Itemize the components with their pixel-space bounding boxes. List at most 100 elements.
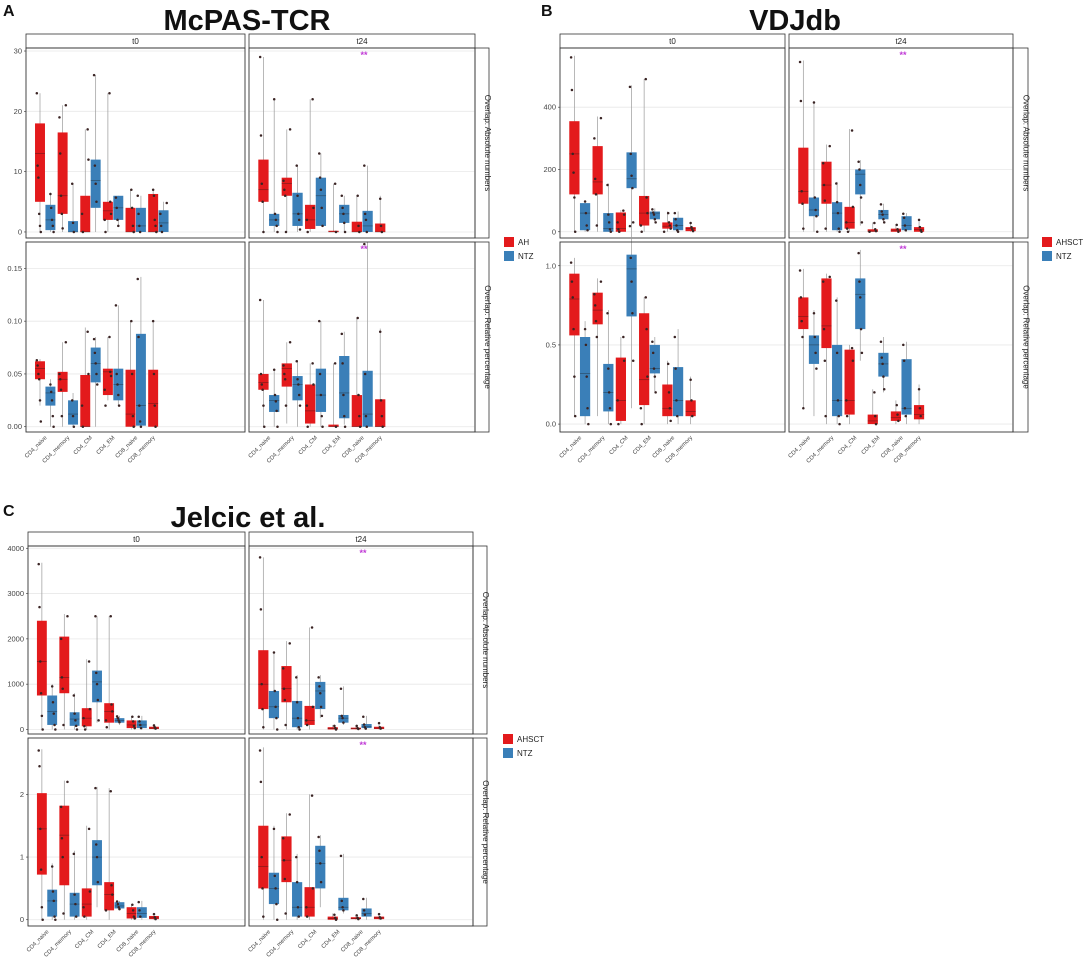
x-tick-label: CD4_CM	[297, 929, 318, 950]
data-point	[75, 728, 79, 731]
data-point	[37, 176, 40, 179]
box-body	[281, 836, 292, 883]
box-CD8_naive-red	[125, 188, 136, 234]
x-tick-label: CD4_CM	[837, 435, 858, 456]
data-point	[118, 720, 121, 724]
significance-marker: **	[899, 50, 907, 60]
data-point	[59, 637, 63, 641]
box-CD4_memory-red	[57, 341, 68, 427]
box-CD8_naive-blue	[136, 900, 147, 920]
y-tick-label: 0	[20, 725, 24, 734]
data-point	[38, 224, 42, 228]
data-point	[882, 388, 886, 391]
box-body	[351, 395, 362, 427]
data-point	[139, 425, 143, 428]
data-point	[117, 905, 120, 909]
data-point	[72, 694, 76, 697]
box-CD4_EM-red	[639, 77, 650, 234]
data-point	[654, 391, 657, 394]
data-point	[159, 224, 163, 228]
data-point	[132, 915, 136, 918]
data-point	[317, 676, 320, 679]
data-point	[364, 218, 368, 222]
data-point	[897, 419, 900, 423]
data-point	[260, 855, 263, 859]
box-CD8_naive-red	[126, 903, 137, 920]
data-point	[667, 221, 671, 224]
x-tick-label: CD4_EM	[861, 435, 882, 456]
data-point	[305, 723, 309, 727]
data-point	[358, 414, 361, 418]
box-body	[80, 195, 91, 232]
data-point	[59, 194, 63, 198]
data-point	[838, 422, 841, 426]
y-tick-label: 0.10	[7, 317, 22, 326]
data-point	[261, 887, 264, 890]
data-point	[72, 852, 76, 856]
data-point	[873, 221, 876, 225]
data-point	[333, 362, 337, 365]
data-point	[357, 224, 360, 228]
box-body	[615, 357, 626, 421]
data-point	[274, 400, 278, 403]
data-point	[298, 404, 302, 407]
box-CD8_memory-red	[375, 328, 386, 428]
data-point	[295, 880, 299, 884]
data-point	[117, 224, 120, 228]
data-point	[49, 192, 52, 196]
data-point	[41, 918, 44, 921]
data-point	[49, 206, 53, 210]
box-CD4_memory-red	[592, 116, 603, 232]
box-body	[579, 337, 591, 417]
facet-frame	[27, 545, 246, 735]
data-point	[110, 884, 113, 887]
panel-title: Jelcic et al.	[171, 502, 326, 534]
data-point	[362, 723, 366, 726]
box-CD8_memory-red	[149, 912, 159, 921]
box-CD4_naive-red	[258, 556, 269, 730]
box-body	[125, 207, 136, 232]
data-point	[275, 224, 278, 228]
box-body	[569, 273, 580, 336]
data-point	[691, 228, 694, 231]
data-point	[259, 780, 263, 784]
box-body	[821, 161, 832, 204]
data-point	[343, 414, 346, 418]
data-point	[109, 212, 113, 216]
data-point	[263, 425, 266, 428]
x-tick-label: CD4_naive	[788, 435, 813, 460]
data-point	[814, 351, 817, 355]
data-point	[60, 676, 64, 679]
y-tick-label: 2	[20, 790, 24, 799]
data-point	[850, 129, 854, 132]
data-point	[39, 868, 43, 871]
facet-frame	[248, 47, 476, 239]
data-point	[59, 388, 63, 392]
data-point	[72, 425, 76, 428]
data-point	[897, 230, 900, 234]
y-tick-label: 200	[543, 165, 556, 174]
box-body	[579, 203, 591, 231]
data-point	[53, 915, 56, 918]
data-point	[165, 201, 168, 205]
data-point	[139, 915, 142, 918]
box-CD4_memory-red	[57, 104, 68, 232]
data-point	[60, 837, 64, 840]
box-body	[351, 221, 362, 232]
data-point	[62, 912, 65, 915]
box-CD4_memory-blue	[292, 360, 303, 427]
data-point	[896, 228, 899, 231]
data-point	[860, 351, 864, 355]
legend-key	[504, 251, 514, 261]
box-CD4_memory-blue	[69, 850, 80, 920]
data-point	[835, 351, 839, 355]
x-tick-label: CD4_CM	[609, 435, 630, 456]
box-body	[135, 333, 146, 426]
box-CD8_naive-blue	[135, 276, 146, 428]
data-point	[824, 414, 827, 418]
data-point	[297, 915, 300, 918]
data-point	[845, 227, 849, 230]
data-point	[258, 298, 262, 302]
